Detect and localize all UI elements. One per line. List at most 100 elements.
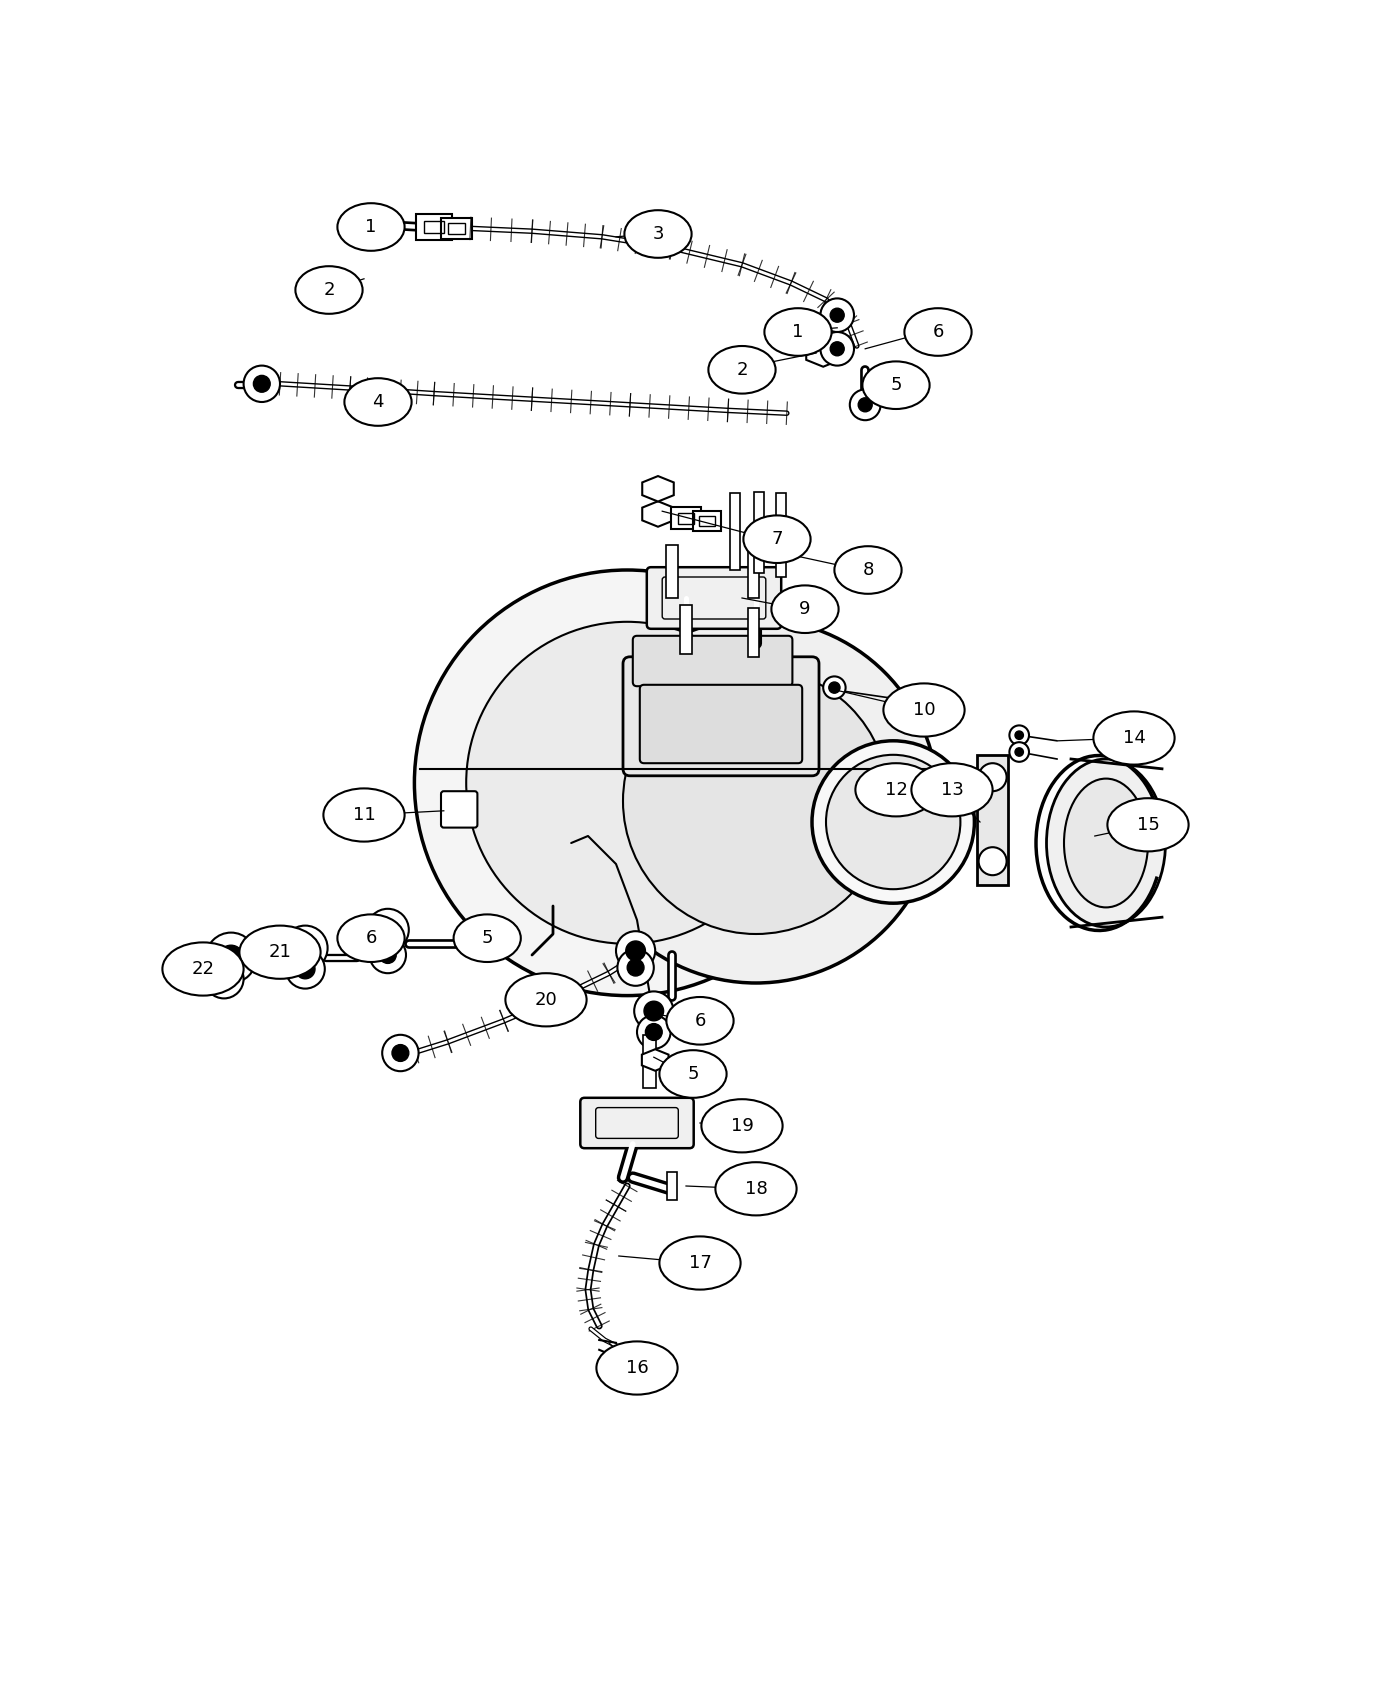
Circle shape [218,945,244,971]
FancyBboxPatch shape [731,493,741,570]
Text: 9: 9 [799,600,811,619]
Circle shape [372,218,389,235]
Circle shape [204,959,244,998]
Circle shape [574,619,938,983]
Circle shape [623,668,889,933]
FancyBboxPatch shape [623,656,819,775]
Circle shape [829,682,840,694]
Polygon shape [977,755,1008,886]
Ellipse shape [1047,758,1165,927]
Text: 10: 10 [913,700,935,719]
Text: 5: 5 [890,376,902,394]
Circle shape [378,920,398,940]
Text: 6: 6 [694,1012,706,1030]
Circle shape [1015,731,1023,740]
Ellipse shape [162,942,244,996]
Circle shape [858,398,872,411]
Circle shape [370,937,406,972]
Ellipse shape [834,546,902,593]
Text: 5: 5 [687,1064,699,1083]
Circle shape [206,933,256,983]
Ellipse shape [295,267,363,314]
Ellipse shape [708,347,776,394]
Circle shape [820,332,854,366]
Circle shape [367,910,409,950]
Circle shape [286,949,325,989]
Text: 19: 19 [731,1117,753,1136]
Text: 6: 6 [365,930,377,947]
Ellipse shape [659,1236,741,1290]
Circle shape [812,741,974,903]
Ellipse shape [666,996,734,1044]
Circle shape [637,1015,671,1049]
Ellipse shape [701,1100,783,1153]
Text: 1: 1 [792,323,804,342]
Text: 3: 3 [652,224,664,243]
Circle shape [979,847,1007,876]
Circle shape [1009,743,1029,762]
Text: 11: 11 [353,806,375,824]
Ellipse shape [505,972,587,1027]
Text: 22: 22 [192,960,214,977]
Circle shape [363,207,399,243]
Circle shape [244,366,280,401]
Polygon shape [641,1049,669,1071]
Circle shape [1015,748,1023,756]
Circle shape [294,937,316,959]
Circle shape [414,570,840,996]
FancyBboxPatch shape [644,1035,657,1088]
Text: 15: 15 [1137,816,1159,833]
Circle shape [979,763,1007,791]
Text: 20: 20 [535,991,557,1008]
Text: 12: 12 [885,780,907,799]
FancyBboxPatch shape [668,1171,678,1200]
Ellipse shape [239,925,321,979]
Circle shape [627,959,644,976]
Ellipse shape [904,308,972,355]
Ellipse shape [454,915,521,962]
Circle shape [214,969,234,989]
Text: 8: 8 [862,561,874,580]
Polygon shape [643,502,673,527]
Circle shape [382,1035,419,1071]
Circle shape [823,677,846,699]
Circle shape [253,376,270,393]
Circle shape [466,622,788,944]
Ellipse shape [1064,779,1148,908]
Ellipse shape [1107,799,1189,852]
FancyBboxPatch shape [666,544,678,598]
Polygon shape [461,930,497,959]
FancyBboxPatch shape [748,609,759,656]
Circle shape [617,949,654,986]
Circle shape [634,991,673,1030]
Text: 2: 2 [323,280,335,299]
Circle shape [616,932,655,971]
FancyBboxPatch shape [671,507,701,529]
FancyBboxPatch shape [581,1098,694,1148]
Circle shape [644,1001,664,1020]
Text: 17: 17 [689,1255,711,1272]
Ellipse shape [883,683,965,736]
Circle shape [850,389,881,420]
Circle shape [283,925,328,971]
Ellipse shape [911,763,993,816]
Text: 7: 7 [771,530,783,547]
Polygon shape [806,340,840,367]
Ellipse shape [337,915,405,962]
Text: 5: 5 [482,930,493,947]
FancyBboxPatch shape [647,568,781,629]
Circle shape [826,755,960,889]
Text: 18: 18 [745,1180,767,1198]
Circle shape [820,299,854,332]
Ellipse shape [323,789,405,842]
Circle shape [1009,726,1029,745]
FancyBboxPatch shape [416,214,452,240]
Ellipse shape [771,585,839,632]
Ellipse shape [743,515,811,563]
Polygon shape [643,476,673,502]
Circle shape [830,308,844,323]
FancyBboxPatch shape [640,685,802,763]
Circle shape [295,959,315,979]
Text: 21: 21 [269,944,291,960]
Circle shape [379,947,396,964]
